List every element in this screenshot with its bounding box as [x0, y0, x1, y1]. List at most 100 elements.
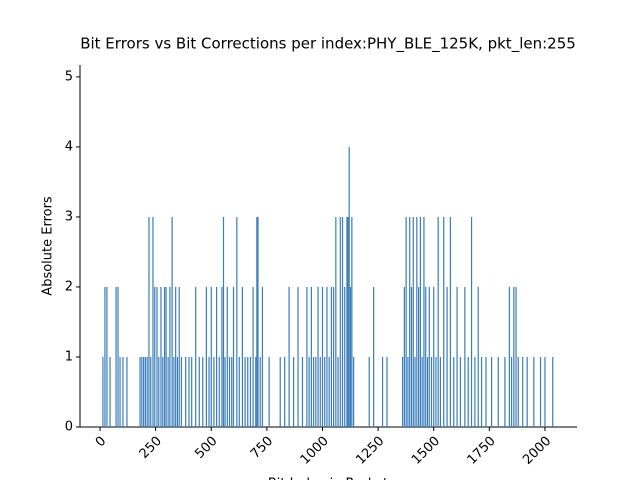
bar	[119, 356, 121, 427]
bar	[335, 216, 337, 427]
bar	[544, 356, 546, 427]
bar	[403, 286, 405, 427]
bar	[326, 286, 328, 427]
bar	[446, 286, 448, 427]
bar	[353, 356, 355, 427]
bar	[252, 286, 254, 427]
bar	[122, 356, 124, 427]
x-tick-label: 500	[192, 434, 220, 462]
bar	[449, 216, 452, 427]
bar	[292, 356, 295, 427]
bar	[169, 286, 171, 427]
bar	[351, 216, 353, 427]
y-tick-label: 1	[65, 349, 73, 364]
bar	[410, 286, 413, 427]
bar	[152, 216, 154, 427]
bar	[510, 356, 513, 427]
y-tick-label: 0	[65, 420, 73, 435]
bar	[474, 356, 476, 427]
x-tick-label: 750	[248, 434, 276, 462]
bar	[150, 356, 152, 427]
y-tick-label: 4	[65, 139, 73, 154]
bar	[115, 286, 117, 427]
bar	[158, 356, 160, 427]
bar	[210, 286, 212, 427]
bar	[167, 356, 169, 427]
bar	[117, 286, 119, 427]
bar	[517, 356, 519, 427]
bar	[418, 286, 420, 427]
bar	[188, 356, 190, 427]
bar	[425, 286, 427, 427]
bar	[279, 356, 281, 427]
bar	[175, 286, 177, 427]
bar	[165, 286, 167, 427]
bar	[421, 356, 423, 427]
bar	[156, 286, 158, 427]
bar	[301, 356, 304, 427]
bar	[459, 356, 462, 427]
bar	[328, 356, 330, 427]
bar	[310, 286, 312, 427]
x-tick-label: 2000	[520, 434, 554, 468]
bar	[268, 356, 270, 427]
bar	[341, 216, 344, 427]
x-tick-label: 1250	[353, 434, 387, 468]
bar	[464, 286, 466, 427]
y-tick-label: 2	[65, 279, 73, 294]
x-tick-label: 1500	[409, 434, 443, 468]
bar	[513, 286, 515, 427]
bar	[467, 356, 469, 427]
bar	[244, 356, 246, 427]
bar	[106, 286, 108, 427]
bar	[522, 356, 524, 427]
bar	[163, 286, 166, 427]
x-tick-label: 1750	[465, 434, 499, 468]
bar	[346, 216, 348, 427]
bar	[405, 216, 407, 427]
bar	[228, 356, 231, 427]
bar	[319, 356, 321, 427]
bar	[256, 216, 258, 427]
bar	[288, 286, 290, 427]
bar	[241, 286, 244, 427]
bar	[490, 356, 493, 427]
bar	[456, 286, 458, 427]
bar	[202, 356, 204, 427]
bar	[141, 356, 143, 427]
bar	[284, 356, 286, 427]
bar	[333, 286, 335, 427]
bar	[344, 286, 346, 427]
bar	[222, 216, 225, 427]
bar	[259, 356, 261, 427]
bar	[231, 356, 233, 427]
bar	[477, 286, 479, 427]
bar	[437, 216, 439, 427]
x-tick-label: 0	[93, 434, 109, 450]
bar	[324, 356, 326, 427]
x-tick-label: 250	[137, 434, 165, 462]
bar	[232, 286, 235, 427]
bar	[160, 286, 162, 427]
bar	[426, 356, 429, 427]
bar	[485, 356, 487, 427]
bar	[195, 286, 197, 427]
bar	[104, 286, 106, 427]
y-tick-label: 5	[65, 69, 73, 84]
bar	[255, 356, 257, 427]
bar	[191, 356, 193, 427]
bar	[409, 216, 411, 427]
bar	[218, 356, 220, 427]
bar	[208, 356, 210, 427]
bar	[435, 356, 437, 427]
bar	[148, 216, 150, 427]
bar	[236, 216, 238, 427]
bar	[533, 356, 535, 427]
bar	[349, 286, 352, 427]
bar	[126, 356, 128, 427]
bar	[198, 356, 200, 427]
bar	[109, 356, 111, 427]
y-tick-label: 3	[65, 209, 73, 224]
bar	[416, 216, 418, 427]
